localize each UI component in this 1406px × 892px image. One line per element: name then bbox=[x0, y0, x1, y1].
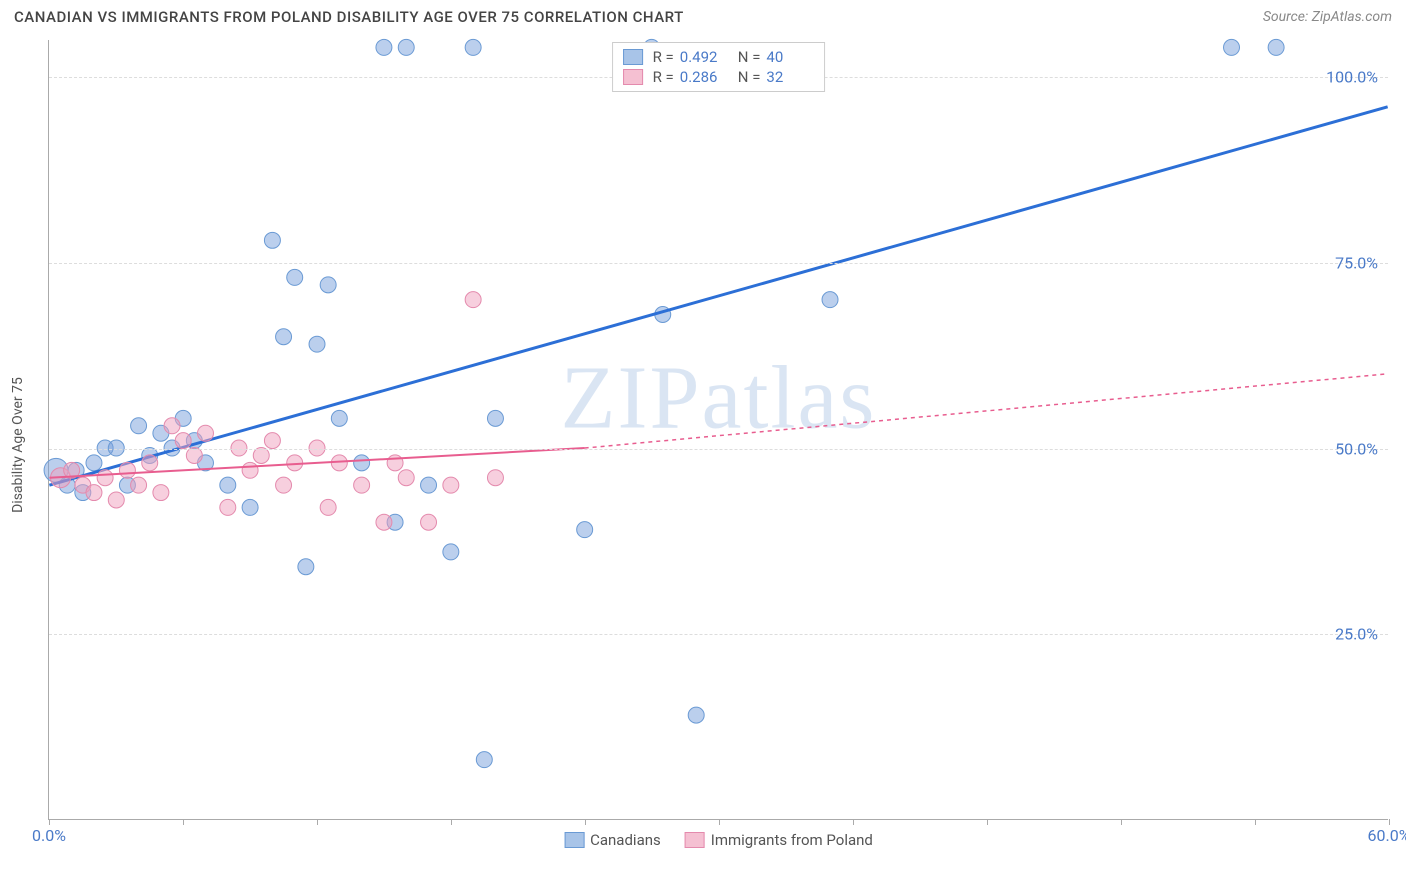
x-tick bbox=[317, 819, 318, 825]
scatter-point bbox=[331, 410, 347, 426]
scatter-point bbox=[354, 455, 370, 471]
legend-swatch bbox=[564, 832, 584, 848]
scatter-point bbox=[86, 455, 102, 471]
legend-swatch bbox=[623, 49, 643, 65]
scatter-point bbox=[119, 462, 135, 478]
chart-title: CANADIAN VS IMMIGRANTS FROM POLAND DISAB… bbox=[14, 8, 684, 26]
legend-n-value: 40 bbox=[766, 48, 814, 66]
scatter-point bbox=[175, 433, 191, 449]
scatter-point bbox=[320, 277, 336, 293]
scatter-point bbox=[198, 425, 214, 441]
x-tick-label: 0.0% bbox=[32, 826, 66, 845]
gridline bbox=[49, 263, 1388, 264]
scatter-point bbox=[1224, 39, 1240, 55]
scatter-point bbox=[164, 418, 180, 434]
chart-container: Disability Age Over 75 ZIPatlas R =0.492… bbox=[0, 40, 1406, 850]
y-tick-label: 100.0% bbox=[1326, 68, 1378, 87]
legend-series: Canadians Immigrants from Poland bbox=[564, 831, 873, 849]
gridline bbox=[49, 634, 1388, 635]
source-label: Source: ZipAtlas.com bbox=[1263, 9, 1392, 25]
x-tick bbox=[853, 819, 854, 825]
x-tick bbox=[183, 819, 184, 825]
scatter-point bbox=[443, 544, 459, 560]
scatter-point bbox=[398, 470, 414, 486]
scatter-point bbox=[398, 39, 414, 55]
scatter-point bbox=[1268, 39, 1284, 55]
scatter-point bbox=[220, 477, 236, 493]
scatter-point bbox=[309, 336, 325, 352]
legend-series-label: Immigrants from Poland bbox=[711, 831, 873, 849]
legend-stats: R = 0.492 N = 40 R = 0.286 N = 32 bbox=[612, 42, 826, 92]
scatter-point bbox=[376, 514, 392, 530]
legend-series-item: Canadians bbox=[564, 831, 661, 849]
legend-r-label: R = bbox=[653, 68, 674, 86]
plot-area: ZIPatlas R =0.492N =40R =0.286N =32 Cana… bbox=[48, 40, 1388, 820]
x-tick bbox=[1389, 819, 1390, 825]
x-tick bbox=[451, 819, 452, 825]
scatter-point bbox=[131, 418, 147, 434]
scatter-point bbox=[688, 707, 704, 723]
legend-r-label: R = bbox=[653, 48, 674, 66]
y-tick-label: 50.0% bbox=[1335, 439, 1378, 458]
scatter-point bbox=[253, 447, 269, 463]
scatter-point bbox=[822, 292, 838, 308]
x-tick-label: 60.0% bbox=[1368, 826, 1406, 845]
scatter-point bbox=[487, 470, 503, 486]
x-tick bbox=[49, 819, 50, 825]
scatter-point bbox=[242, 499, 258, 515]
x-tick bbox=[719, 819, 720, 825]
x-tick bbox=[987, 819, 988, 825]
x-tick bbox=[1255, 819, 1256, 825]
scatter-point bbox=[465, 292, 481, 308]
trend-line-extension bbox=[585, 374, 1388, 448]
scatter-point bbox=[577, 522, 593, 538]
scatter-point bbox=[476, 752, 492, 768]
scatter-point bbox=[276, 329, 292, 345]
scatter-point bbox=[354, 477, 370, 493]
y-tick-label: 75.0% bbox=[1335, 253, 1378, 272]
scatter-point bbox=[186, 447, 202, 463]
y-axis-label: Disability Age Over 75 bbox=[10, 377, 26, 513]
legend-stat-row: R = 0.492 N = 40 bbox=[623, 47, 815, 67]
scatter-point bbox=[108, 492, 124, 508]
x-tick bbox=[585, 819, 586, 825]
trend-line bbox=[49, 107, 1387, 485]
legend-stat-row: R = 0.286 N = 32 bbox=[623, 67, 815, 87]
scatter-point bbox=[421, 477, 437, 493]
gridline bbox=[49, 449, 1388, 450]
scatter-point bbox=[264, 232, 280, 248]
scatter-point bbox=[220, 499, 236, 515]
scatter-point bbox=[320, 499, 336, 515]
scatter-point bbox=[264, 433, 280, 449]
legend-r-value: 0.286 bbox=[680, 68, 728, 86]
scatter-point bbox=[131, 477, 147, 493]
scatter-point bbox=[242, 462, 258, 478]
scatter-point bbox=[443, 477, 459, 493]
plot-svg bbox=[49, 40, 1388, 819]
legend-n-label: N = bbox=[738, 68, 761, 86]
x-tick bbox=[1121, 819, 1122, 825]
legend-r-value: 0.492 bbox=[680, 48, 728, 66]
scatter-point bbox=[142, 455, 158, 471]
scatter-point bbox=[153, 485, 169, 501]
legend-n-value: 32 bbox=[766, 68, 814, 86]
y-tick-label: 25.0% bbox=[1335, 625, 1378, 644]
scatter-point bbox=[276, 477, 292, 493]
scatter-point bbox=[86, 485, 102, 501]
legend-series-label: Canadians bbox=[590, 831, 661, 849]
scatter-point bbox=[298, 559, 314, 575]
legend-swatch bbox=[623, 69, 643, 85]
legend-n-label: N = bbox=[738, 48, 761, 66]
scatter-point bbox=[421, 514, 437, 530]
scatter-point bbox=[287, 269, 303, 285]
legend-series-item: Immigrants from Poland bbox=[685, 831, 873, 849]
legend-swatch bbox=[685, 832, 705, 848]
scatter-point bbox=[376, 39, 392, 55]
scatter-point bbox=[97, 470, 113, 486]
scatter-point bbox=[465, 39, 481, 55]
scatter-point bbox=[487, 410, 503, 426]
